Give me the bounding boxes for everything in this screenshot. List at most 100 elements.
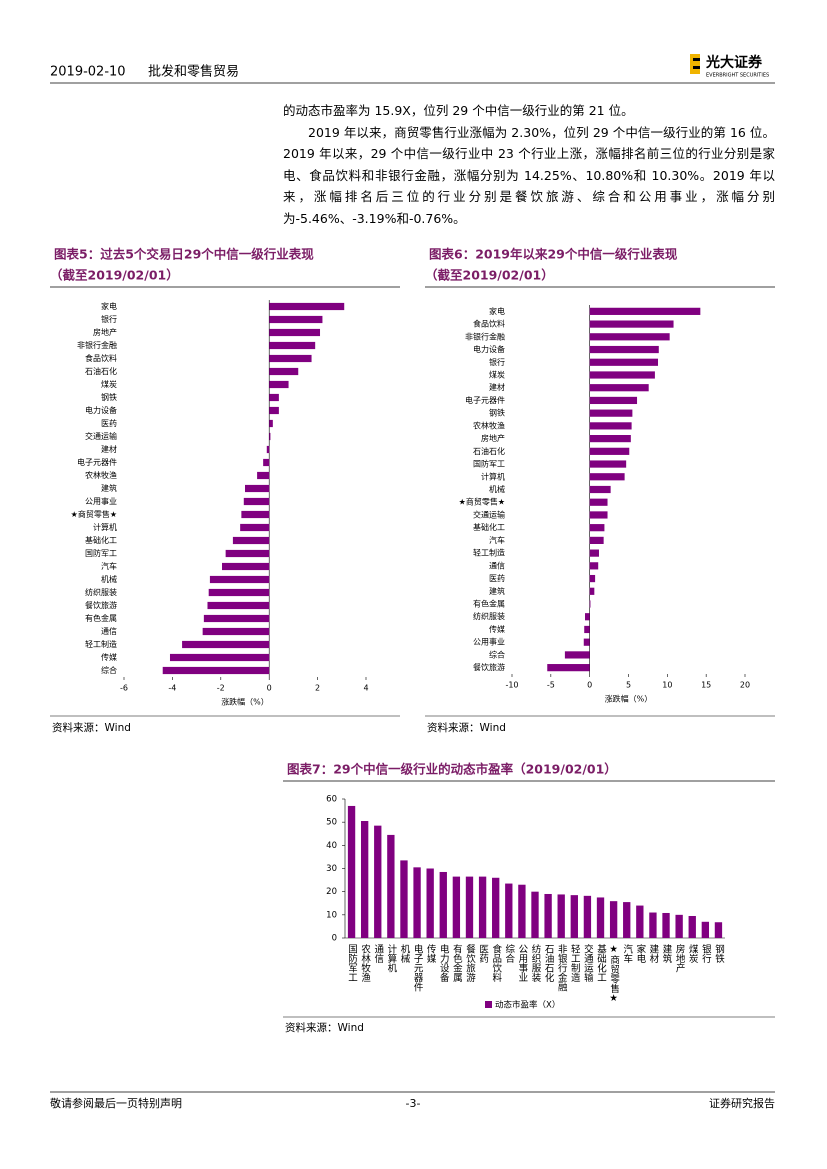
category-label: 通信 <box>489 560 505 570</box>
category-label: 农林牧渔 <box>473 420 505 430</box>
category-label: 轻工制造 <box>85 639 117 649</box>
category-label: 家电 <box>101 301 117 311</box>
bar <box>589 345 659 354</box>
category-label: 汽车 <box>489 535 505 545</box>
bar <box>452 876 461 938</box>
x-tick-label: 国防军工 <box>346 944 358 982</box>
bar <box>589 460 627 468</box>
x-tick-label: 交通运输 <box>582 943 594 983</box>
bar <box>478 876 487 938</box>
category-label: 有色金属 <box>85 613 117 623</box>
category-label: 传媒 <box>489 624 505 634</box>
x-tick-label: -5 <box>547 681 555 690</box>
x-tick-label: 钢铁 <box>713 943 725 964</box>
category-label: 煤炭 <box>489 369 505 379</box>
x-tick-label: 5 <box>626 681 631 690</box>
category-label: 基础化工 <box>85 535 117 545</box>
bar <box>589 600 591 608</box>
x-tick-label: 公用事业 <box>516 944 528 982</box>
bar <box>589 549 599 557</box>
x-tick-label: 通信 <box>372 944 384 964</box>
category-label: 电力设备 <box>85 405 117 415</box>
bar <box>360 821 369 938</box>
bar <box>347 805 356 938</box>
category-label: 计算机 <box>93 522 117 532</box>
x-tick-label: 2 <box>315 684 320 693</box>
bar <box>207 601 270 610</box>
x-tick-label: -6 <box>120 684 128 693</box>
category-label: 国防军工 <box>85 548 117 558</box>
x-axis-label: 涨跌幅（%） <box>221 697 269 707</box>
category-label: 建筑 <box>101 483 117 493</box>
x-tick-label: 10 <box>662 681 672 690</box>
x-tick-label: 15 <box>701 681 711 690</box>
category-label: 机械 <box>489 484 505 494</box>
category-label: 电子元器件 <box>465 395 505 405</box>
body-text: 的动态市盈率为 15.9X，位列 29 个中信一级行业的第 21 位。 2019… <box>283 100 775 230</box>
category-label: 石油石化 <box>85 366 117 376</box>
x-tick-label: 石油石化 <box>543 944 555 983</box>
legend-swatch <box>485 1001 492 1008</box>
bar <box>269 367 299 376</box>
bar <box>465 876 474 938</box>
category-label: 建材 <box>101 444 117 454</box>
bar <box>623 902 631 938</box>
x-tick-label: 0 <box>267 684 272 693</box>
x-tick-label: 有色金属 <box>451 943 463 983</box>
x-axis-label: 涨跌幅（%） <box>605 694 653 704</box>
bar <box>505 883 513 938</box>
chart-source: 资料来源：Wind <box>427 721 506 734</box>
x-tick-label: ★商贸零售★ <box>608 944 620 1004</box>
bar <box>675 914 683 938</box>
bar <box>584 625 590 634</box>
bar <box>589 384 649 392</box>
footer-report-type: 证券研究报告 <box>709 1096 775 1110</box>
bar <box>439 871 447 938</box>
bar <box>596 897 605 938</box>
bar <box>232 536 270 545</box>
category-label: 医药 <box>101 418 117 428</box>
x-tick-label: 餐饮旅游 <box>464 943 476 983</box>
x-tick-label: 电子元器件 <box>412 943 424 992</box>
bar <box>269 419 273 428</box>
bar <box>589 371 655 379</box>
bar <box>589 320 674 328</box>
y-tick-label: 20 <box>326 887 337 897</box>
bar <box>636 905 644 938</box>
bar <box>225 549 270 558</box>
bar <box>589 511 608 519</box>
x-tick-label: -10 <box>505 681 518 690</box>
bar <box>413 867 421 938</box>
bar <box>589 536 604 544</box>
bar <box>374 825 382 938</box>
footer-page: -3- <box>406 1097 421 1110</box>
category-label: 计算机 <box>481 471 505 481</box>
bar <box>589 574 596 583</box>
bar <box>266 445 270 454</box>
bar <box>245 484 270 493</box>
category-label: 有色金属 <box>473 599 505 609</box>
category-label: 综合 <box>101 665 117 675</box>
bar <box>257 471 270 480</box>
category-label: 国防军工 <box>473 459 505 469</box>
logo-en: EVERBRIGHT SECURITIES <box>706 73 769 79</box>
bar <box>269 341 316 350</box>
bar <box>269 302 345 311</box>
bar <box>589 498 608 506</box>
category-label: 基础化工 <box>473 522 505 532</box>
category-label: 房地产 <box>93 327 117 337</box>
chart-subtitle: （截至2019/02/01） <box>425 268 554 283</box>
x-tick-label: -2 <box>217 684 225 693</box>
category-label: 非银行金融 <box>465 331 505 341</box>
category-label: 综合 <box>489 649 505 659</box>
x-tick-label: 非银行金融 <box>556 943 568 992</box>
bar <box>585 613 590 621</box>
x-tick-label: 医药 <box>477 944 489 964</box>
bar <box>269 315 323 324</box>
chart-title: 图表6：2019年以来29个中信一级行业表现 <box>429 247 678 262</box>
bar <box>240 523 270 532</box>
bar <box>649 912 657 938</box>
x-tick-label: 农林牧渔 <box>359 943 371 982</box>
category-label: 石油石化 <box>473 446 505 456</box>
x-tick-label: 基础化工 <box>595 943 607 982</box>
